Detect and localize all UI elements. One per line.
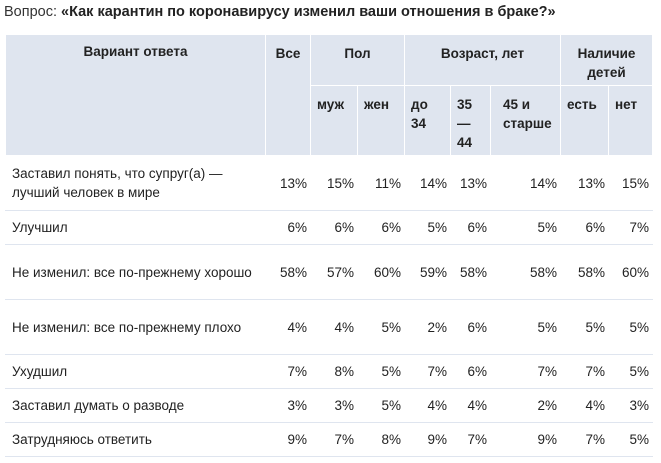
table-row: Затрудняюсь ответить 9% 7% 8% 9% 7% 9% 7% 5%	[5, 422, 654, 457]
value-cell: 5%	[356, 388, 406, 423]
value-cell: 13%	[450, 155, 492, 211]
header-kids-yes: есть	[560, 85, 610, 156]
question-text: «Как карантин по коронавирусу изменил ва…	[61, 4, 556, 20]
question-line: Вопрос: «Как карантин по коронавирусу из…	[4, 4, 556, 20]
table-row: Заставил понять, что супруг(а) — лучший …	[5, 155, 654, 211]
value-cell: 6%	[560, 210, 610, 245]
value-cell: 15%	[310, 155, 358, 211]
row-label: Улучшил	[5, 210, 266, 245]
row-label: Затрудняюсь ответить	[5, 422, 266, 457]
header-gender: Пол	[309, 34, 406, 86]
survey-table: Вариант ответа Все Пол Возраст, лет Нали…	[5, 34, 654, 457]
header-age-35-44: 35 — 44	[450, 85, 492, 156]
value-cell: 57%	[310, 244, 358, 300]
value-cell: 58%	[265, 244, 311, 300]
value-cell: 4%	[450, 388, 492, 423]
value-cell: 6%	[450, 299, 492, 355]
row-label: Не изменил: все по-прежнему плохо	[5, 299, 266, 355]
value-cell: 2%	[490, 388, 562, 423]
value-cell: 5%	[608, 299, 654, 355]
header-kids-no: нет	[608, 85, 654, 156]
row-label: Не изменил: все по-прежнему хорошо	[5, 244, 266, 300]
value-cell: 5%	[490, 299, 562, 355]
value-cell: 58%	[490, 244, 562, 300]
header-children: Наличие детей	[560, 34, 654, 86]
value-cell: 2%	[404, 299, 452, 355]
value-cell: 7%	[265, 354, 311, 389]
value-cell: 3%	[608, 388, 654, 423]
value-cell: 6%	[265, 210, 311, 245]
row-label: Заставил понять, что супруг(а) — лучший …	[5, 155, 266, 211]
table-row: Заставил думать о разводе 3% 3% 5% 4% 4% 2% 4% 3…	[5, 388, 654, 423]
value-cell: 4%	[560, 388, 610, 423]
header-age-45-plus: 45 и старше	[490, 85, 562, 156]
value-cell: 5%	[404, 210, 452, 245]
value-cell: 5%	[356, 354, 406, 389]
value-cell: 7%	[560, 422, 610, 457]
value-cell: 7%	[560, 354, 610, 389]
value-cell: 5%	[356, 299, 406, 355]
question-prefix: Вопрос:	[4, 4, 62, 20]
header-female: жен	[356, 85, 406, 156]
value-cell: 7%	[310, 422, 358, 457]
value-cell: 60%	[356, 244, 406, 300]
value-cell: 4%	[310, 299, 358, 355]
value-cell: 14%	[404, 155, 452, 211]
table-row: Не изменил: все по-прежнему хорошо 58% 57%…	[5, 244, 654, 300]
table-row: Улучшил 6% 6% 6% 5% 6% 5% 6% 7%	[5, 210, 654, 245]
value-cell: 9%	[490, 422, 562, 457]
value-cell: 7%	[608, 210, 654, 245]
value-cell: 9%	[404, 422, 452, 457]
value-cell: 6%	[310, 210, 358, 245]
value-cell: 15%	[608, 155, 654, 211]
header-male: муж	[310, 85, 358, 156]
value-cell: 59%	[404, 244, 452, 300]
value-cell: 6%	[450, 354, 492, 389]
value-cell: 5%	[490, 210, 562, 245]
value-cell: 3%	[265, 388, 311, 423]
value-cell: 5%	[608, 354, 654, 389]
value-cell: 4%	[404, 388, 452, 423]
value-cell: 13%	[560, 155, 610, 211]
value-cell: 58%	[450, 244, 492, 300]
value-cell: 9%	[265, 422, 311, 457]
value-cell: 5%	[608, 422, 654, 457]
value-cell: 11%	[356, 155, 406, 211]
value-cell: 3%	[310, 388, 358, 423]
value-cell: 7%	[490, 354, 562, 389]
row-label: Заставил думать о разводе	[5, 388, 266, 423]
value-cell: 5%	[560, 299, 610, 355]
value-cell: 60%	[608, 244, 654, 300]
header-all: Все	[265, 34, 311, 156]
value-cell: 7%	[404, 354, 452, 389]
value-cell: 8%	[356, 422, 406, 457]
value-cell: 6%	[356, 210, 406, 245]
table-row: Ухудшил 7% 8% 5% 7% 6% 7% 7% 5%	[5, 354, 654, 389]
value-cell: 8%	[310, 354, 358, 389]
value-cell: 13%	[265, 155, 311, 211]
header-age: Возраст, лет	[404, 34, 562, 86]
value-cell: 58%	[560, 244, 610, 300]
value-cell: 6%	[450, 210, 492, 245]
header-age-under-34: до 34	[404, 85, 452, 156]
value-cell: 7%	[450, 422, 492, 457]
table-row: Не изменил: все по-прежнему плохо 4% 4% 5% 2…	[5, 299, 654, 355]
value-cell: 14%	[490, 155, 562, 211]
row-label: Ухудшил	[5, 354, 266, 389]
header-answer: Вариант ответа	[5, 34, 266, 156]
value-cell: 4%	[265, 299, 311, 355]
